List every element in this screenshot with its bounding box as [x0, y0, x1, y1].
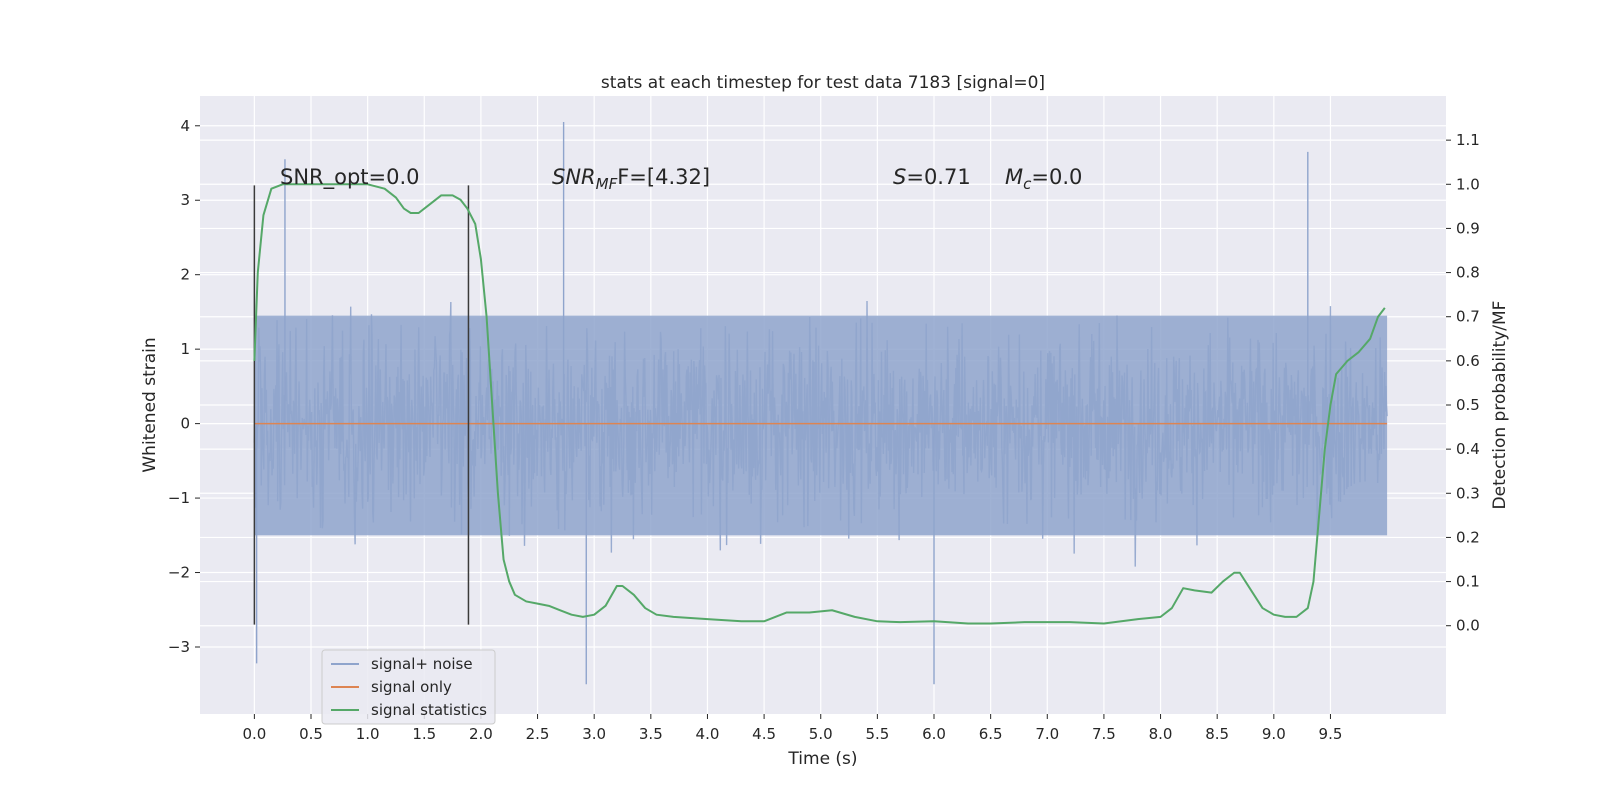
x-tick-label: 2.5	[526, 725, 550, 743]
annotation-s: S=0.71	[893, 165, 971, 189]
x-tick-label: 5.0	[809, 725, 833, 743]
legend-label-signal-only: signal only	[371, 678, 452, 696]
legend-label-signal-statistics: signal statistics	[371, 701, 487, 719]
y-tick-label-right: 0.3	[1456, 484, 1480, 502]
y-tick-label-right: 0.7	[1456, 308, 1480, 326]
signal-statistics-line	[253, 183, 1386, 625]
chart-title: stats at each timestep for test data 718…	[601, 73, 1045, 93]
x-tick-label: 1.0	[356, 725, 380, 743]
x-tick-label: 7.5	[1092, 725, 1116, 743]
x-tick-label: 1.5	[412, 725, 436, 743]
annotation-mc-rest: =0.0	[1031, 165, 1082, 189]
y-tick-label-right: 1.1	[1456, 131, 1480, 149]
x-tick-label: 3.5	[639, 725, 663, 743]
annotation-mc: Mc=0.0	[1005, 165, 1082, 193]
x-tick-label: 9.0	[1262, 725, 1286, 743]
y-axis-label-right: Detection probability/MF	[1490, 301, 1510, 510]
x-tick-label: 3.0	[582, 725, 606, 743]
legend-label-signal-noise: signal+ noise	[371, 655, 473, 673]
y-tick-label-left: 2	[180, 266, 190, 284]
y-tick-label-left: 0	[180, 415, 190, 433]
y-tick-label-left: −3	[168, 638, 190, 656]
legend-box	[321, 649, 496, 725]
signal-noise-series	[253, 122, 1388, 685]
legend: signal+ noise signal only signal statist…	[321, 649, 496, 725]
x-tick-label: 4.5	[752, 725, 776, 743]
annotation-s-rest: =0.71	[906, 165, 970, 189]
y-tick-label-right: 0.1	[1456, 573, 1480, 591]
y-tick-label-left: −1	[168, 489, 190, 507]
x-tick-label: 6.0	[922, 725, 946, 743]
annotation-snr-mf-main: SNR	[552, 165, 596, 189]
x-tick-label: 6.5	[979, 725, 1003, 743]
y-tick-label-right: 0.5	[1456, 396, 1480, 414]
y-tick-label-right: 0.4	[1456, 440, 1480, 458]
x-tick-label: 2.0	[469, 725, 493, 743]
y-tick-label-right: 0.9	[1456, 219, 1480, 237]
y-tick-label-left: 1	[180, 340, 190, 358]
x-axis-label: Time (s)	[787, 749, 857, 769]
annotation-mc-main: M	[1005, 165, 1023, 189]
signal-noise-dense-band	[254, 315, 1388, 536]
line-series	[253, 183, 1388, 625]
x-tick-label: 8.5	[1205, 725, 1229, 743]
x-tick-label: 4.0	[696, 725, 720, 743]
annotation-snr-opt: SNR_opt=0.0	[280, 165, 420, 190]
y-tick-label-right: 0.0	[1456, 617, 1480, 635]
x-tick-label: 0.5	[299, 725, 323, 743]
y-tick-label-right: 0.6	[1456, 352, 1480, 370]
axis-ticks: 0.0 0.5 1.0 1.5 2.0 2.5 3.0 3.5 4.0 4.5 5.0 5.5 6.0 6…	[168, 117, 1480, 743]
annotation-snr-mf: SNRMFF=[4.32]	[552, 165, 710, 193]
y-tick-label-right: 0.8	[1456, 264, 1480, 282]
annotation-snr-mf-sub: MF	[596, 175, 618, 193]
annotation-snr-mf-rest: F=[4.32]	[617, 165, 710, 189]
annotation-s-main: S	[893, 165, 906, 189]
y-tick-label-left: 3	[180, 191, 190, 209]
y-tick-label-left: 4	[180, 117, 190, 135]
y-tick-label-right: 0.2	[1456, 528, 1480, 546]
x-tick-label: 0.0	[242, 725, 266, 743]
y-tick-label-left: −2	[168, 564, 190, 582]
x-tick-label: 7.0	[1035, 725, 1059, 743]
x-tick-label: 5.5	[865, 725, 889, 743]
annotation-mc-sub: c	[1023, 175, 1032, 193]
x-tick-label: 9.5	[1319, 725, 1343, 743]
y-axis-label-left: Whitened strain	[140, 337, 160, 472]
x-tick-label: 8.0	[1149, 725, 1173, 743]
y-tick-label-right: 1.0	[1456, 175, 1480, 193]
